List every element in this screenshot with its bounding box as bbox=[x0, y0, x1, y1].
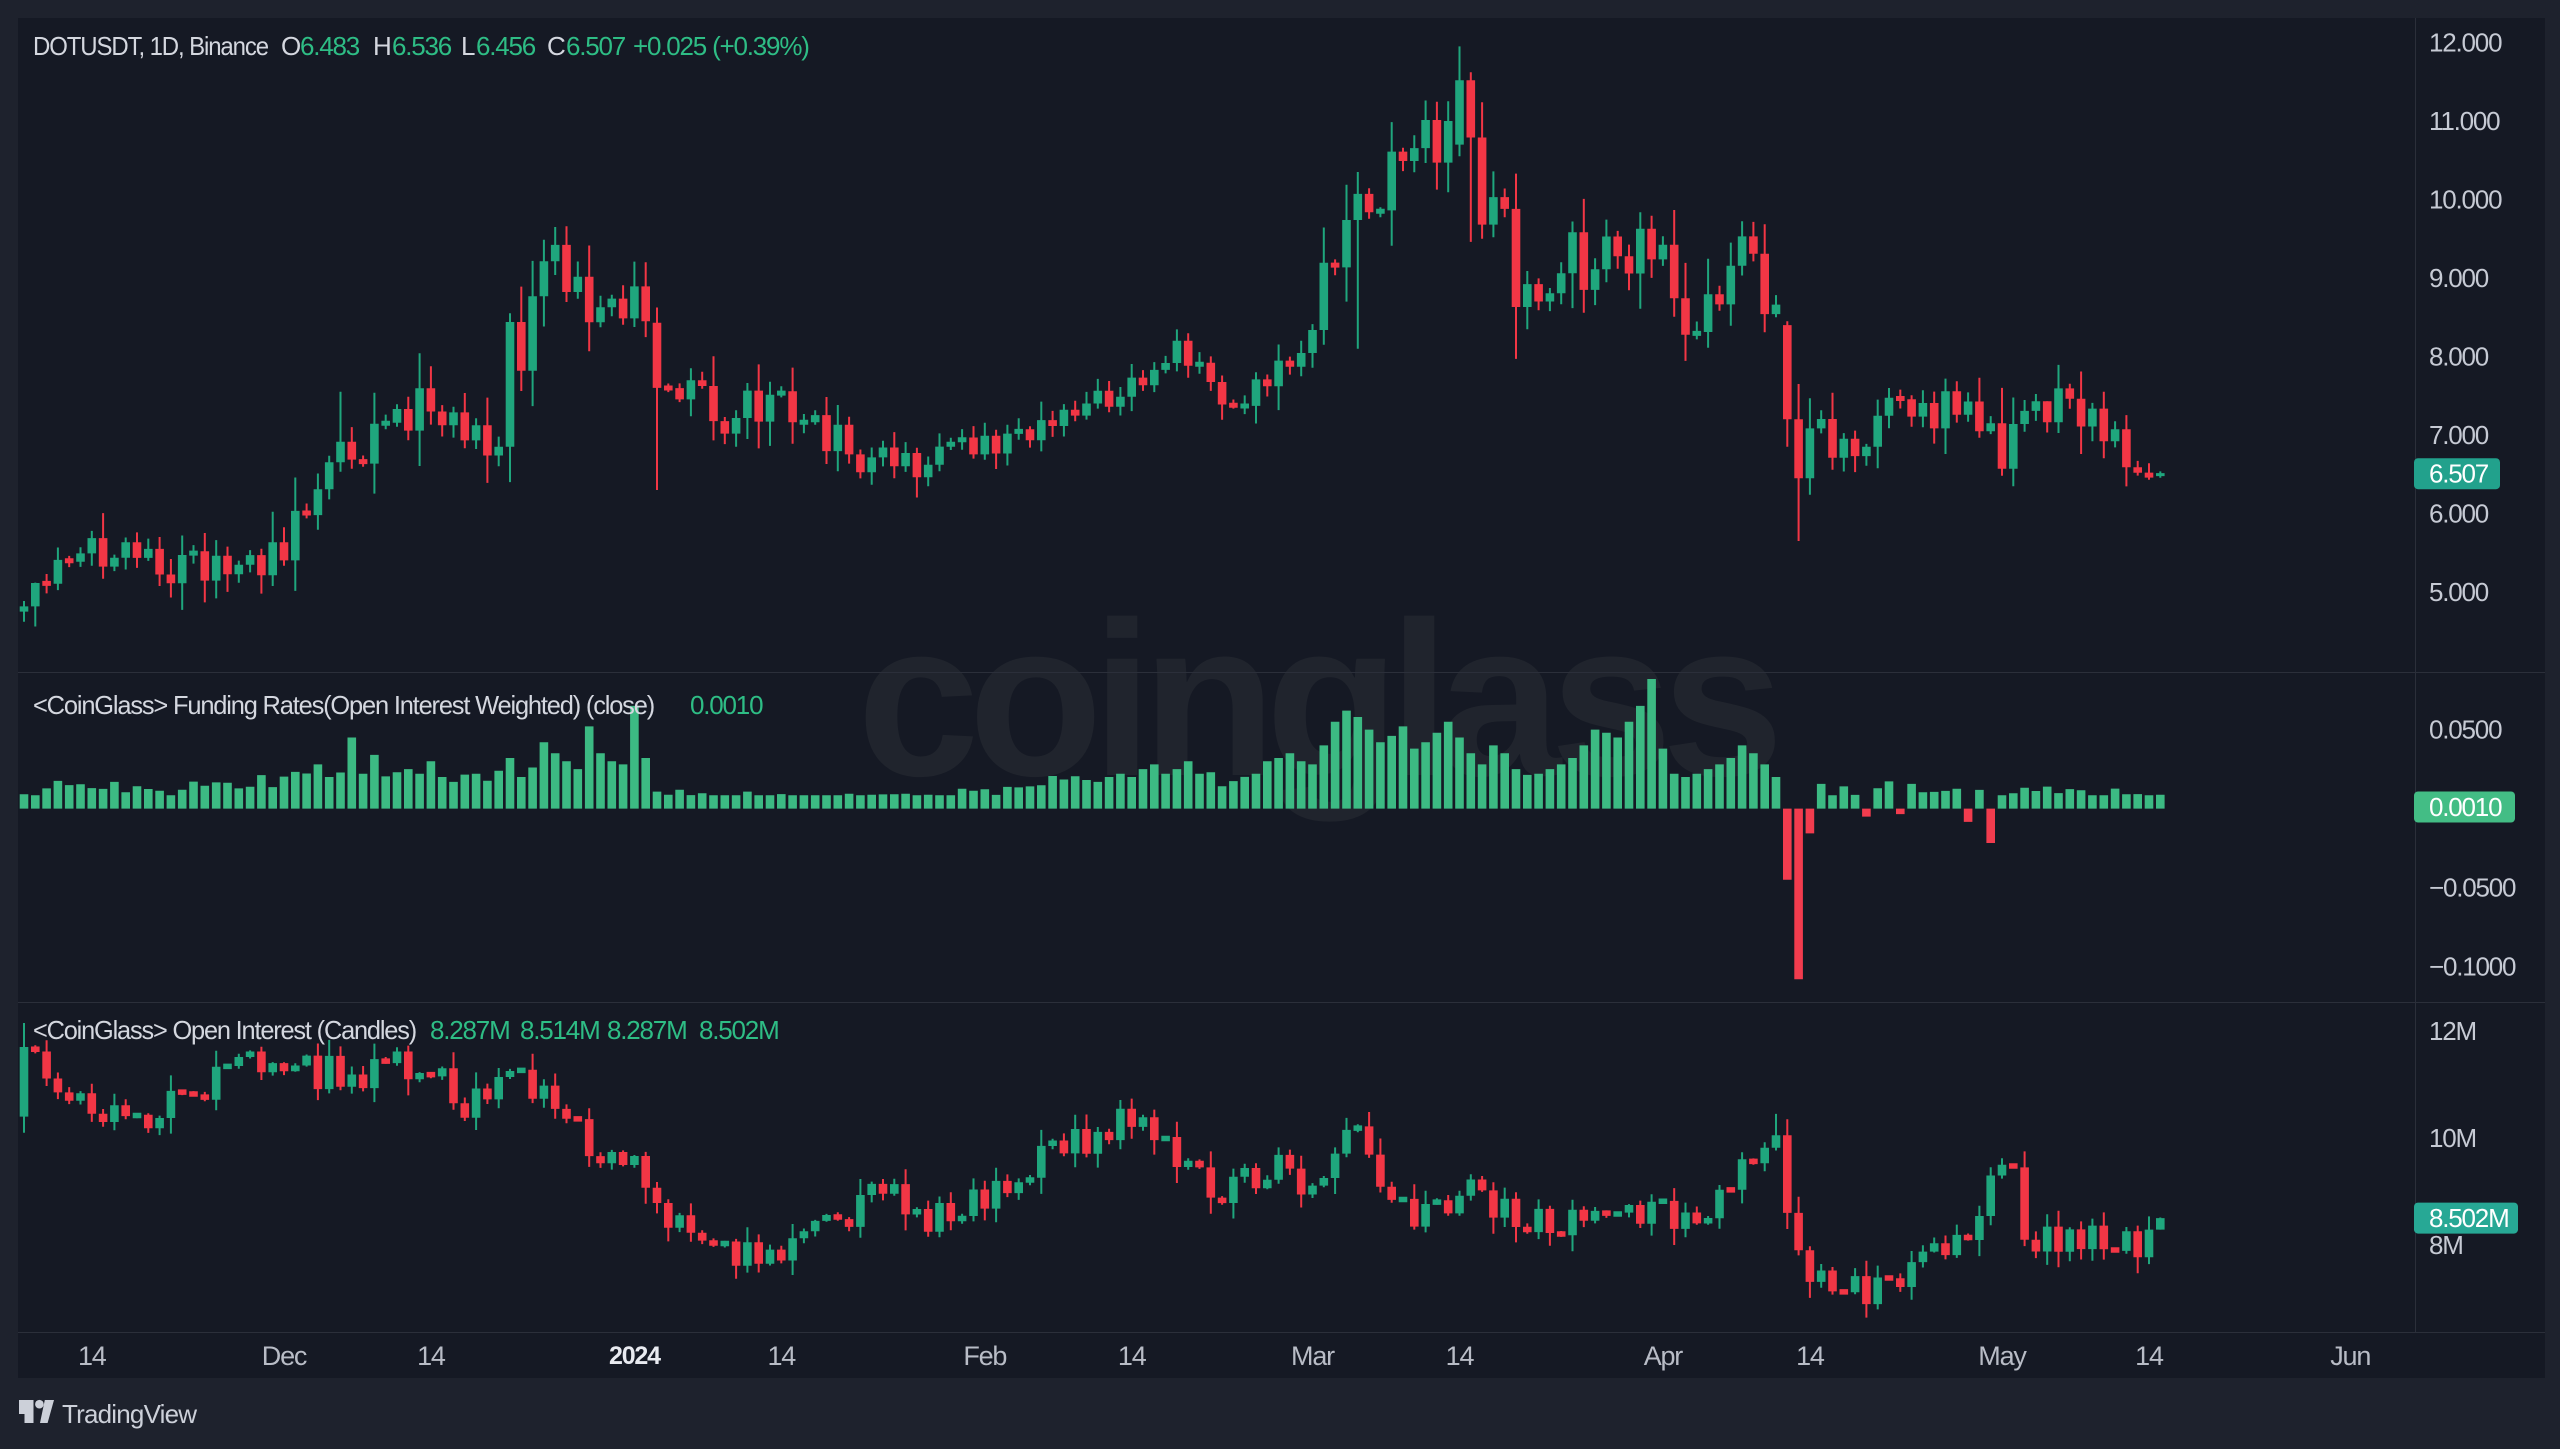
svg-text:O: O bbox=[281, 31, 300, 61]
svg-text:10.000: 10.000 bbox=[2429, 185, 2502, 215]
svg-text:Mar: Mar bbox=[1291, 1341, 1335, 1371]
svg-text:8.514M: 8.514M bbox=[520, 1015, 600, 1045]
svg-text:14: 14 bbox=[1118, 1341, 1147, 1371]
svg-text:−0.0500: −0.0500 bbox=[2429, 873, 2516, 903]
svg-text:+0.025 (+0.39%): +0.025 (+0.39%) bbox=[633, 31, 809, 61]
svg-text:11.000: 11.000 bbox=[2429, 106, 2500, 136]
svg-text:9.000: 9.000 bbox=[2429, 263, 2489, 293]
svg-text:May: May bbox=[1978, 1341, 2027, 1371]
svg-text:14: 14 bbox=[417, 1341, 446, 1371]
svg-text:Apr: Apr bbox=[1644, 1341, 1684, 1371]
svg-text:DOTUSDT, 1D, Binance: DOTUSDT, 1D, Binance bbox=[33, 31, 269, 61]
svg-text:6.483: 6.483 bbox=[300, 31, 360, 61]
svg-text:L: L bbox=[461, 31, 475, 61]
svg-text:8.502M: 8.502M bbox=[699, 1015, 779, 1045]
svg-text:14: 14 bbox=[1796, 1341, 1825, 1371]
svg-text:TradingView: TradingView bbox=[62, 1399, 197, 1429]
svg-text:−0.1000: −0.1000 bbox=[2429, 952, 2516, 982]
svg-text:7.000: 7.000 bbox=[2429, 420, 2489, 450]
svg-text:6.507: 6.507 bbox=[2429, 459, 2489, 489]
svg-text:C: C bbox=[547, 31, 565, 61]
svg-text:6.536: 6.536 bbox=[392, 31, 452, 61]
svg-text:8.287M: 8.287M bbox=[607, 1015, 687, 1045]
svg-text:14: 14 bbox=[78, 1341, 107, 1371]
svg-text:14: 14 bbox=[767, 1341, 796, 1371]
svg-text:<CoinGlass> Funding Rates(Open: <CoinGlass> Funding Rates(Open Interest … bbox=[33, 690, 655, 720]
svg-text:12.000: 12.000 bbox=[2429, 28, 2502, 58]
svg-text:5.000: 5.000 bbox=[2429, 577, 2489, 607]
svg-text:14: 14 bbox=[1446, 1341, 1475, 1371]
svg-text:8.502M: 8.502M bbox=[2429, 1203, 2509, 1233]
svg-text:2024: 2024 bbox=[609, 1342, 661, 1370]
svg-text:8M: 8M bbox=[2429, 1230, 2463, 1260]
svg-text:10M: 10M bbox=[2429, 1123, 2476, 1153]
svg-text:0.0010: 0.0010 bbox=[2429, 792, 2502, 822]
svg-text:12M: 12M bbox=[2429, 1016, 2476, 1046]
svg-text:6.000: 6.000 bbox=[2429, 499, 2489, 529]
svg-text:0.0010: 0.0010 bbox=[690, 690, 763, 720]
svg-text:H: H bbox=[373, 31, 391, 61]
svg-text:Jun: Jun bbox=[2330, 1341, 2370, 1371]
svg-text:Dec: Dec bbox=[262, 1341, 307, 1371]
svg-text:Feb: Feb bbox=[963, 1341, 1006, 1371]
svg-text:<CoinGlass> Open Interest (Can: <CoinGlass> Open Interest (Candles) bbox=[33, 1015, 417, 1045]
svg-text:8.287M: 8.287M bbox=[430, 1015, 510, 1045]
svg-text:14: 14 bbox=[2135, 1341, 2164, 1371]
svg-text:6.456: 6.456 bbox=[476, 31, 536, 61]
svg-text:8.000: 8.000 bbox=[2429, 342, 2489, 372]
svg-text:0.0500: 0.0500 bbox=[2429, 715, 2502, 745]
svg-text:6.507: 6.507 bbox=[566, 31, 626, 61]
